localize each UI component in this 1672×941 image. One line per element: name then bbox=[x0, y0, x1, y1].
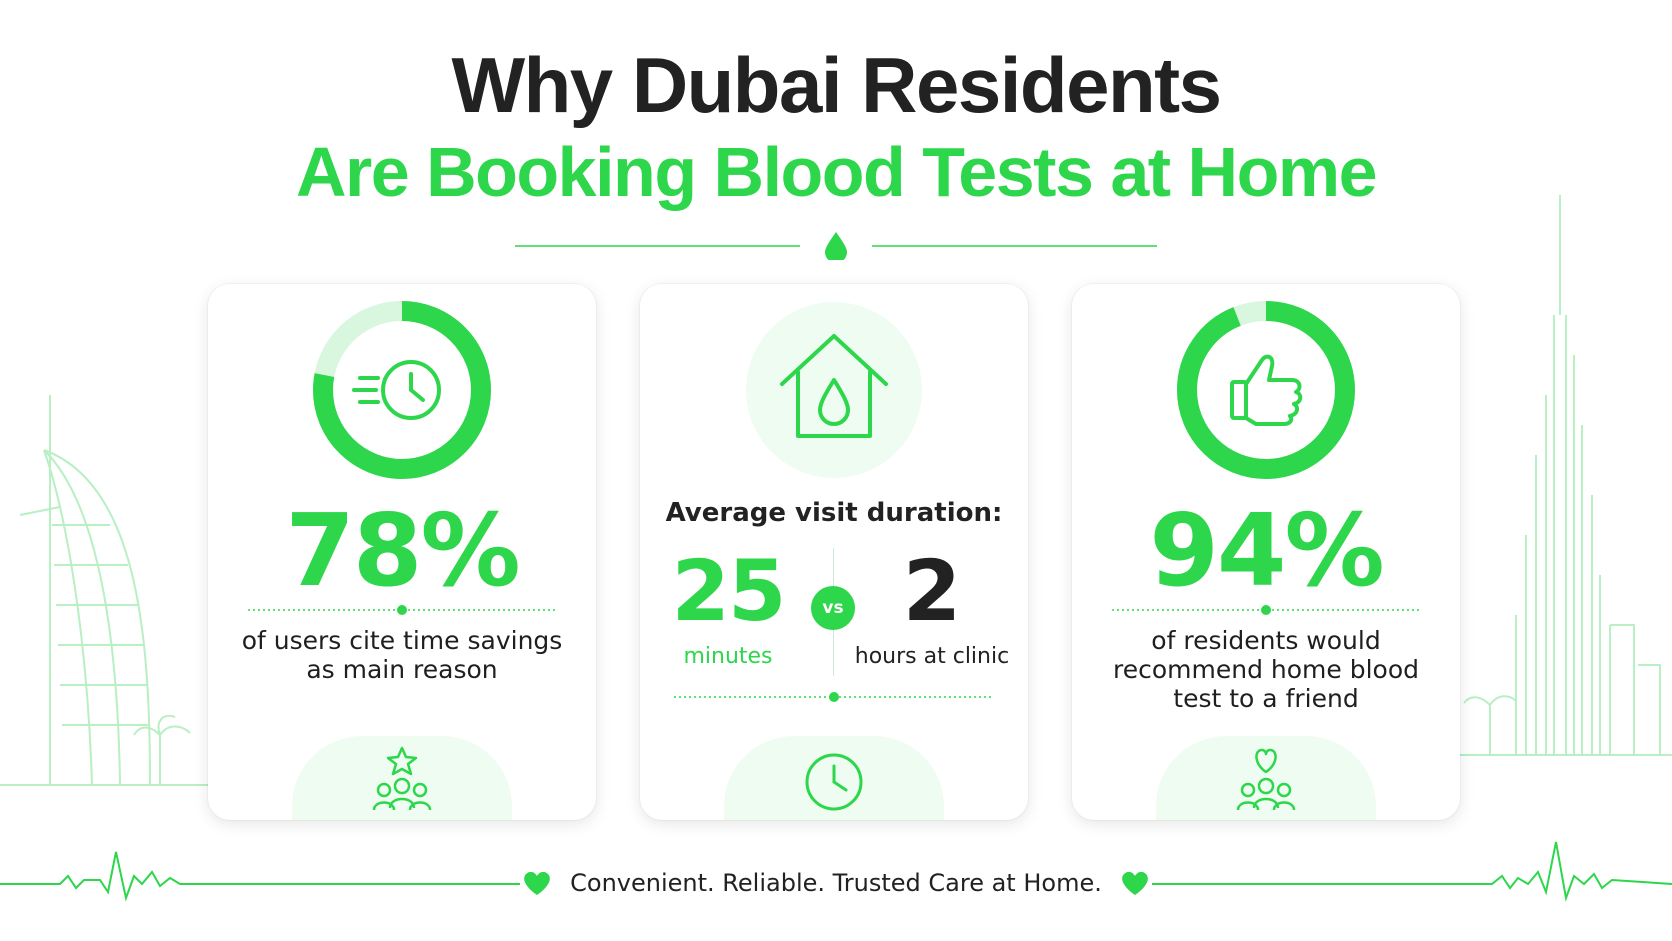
page-subtitle: Are Booking Blood Tests at Home bbox=[295, 133, 1378, 211]
home-visit-unit: minutes bbox=[683, 644, 773, 669]
stat-card-time-savings: 78% of users cite time savings as main r… bbox=[208, 284, 596, 820]
stat-card-visit-duration: Average visit duration: 25 minutes vs 2 … bbox=[640, 284, 1028, 820]
star-people-icon bbox=[372, 746, 432, 811]
page-title: Why Dubai Residents bbox=[451, 41, 1222, 129]
dotted-divider bbox=[674, 692, 994, 702]
house-icon-badge bbox=[746, 302, 922, 478]
heart-icon bbox=[524, 871, 551, 895]
burj-al-arab-illustration bbox=[0, 395, 210, 786]
progress-ring bbox=[313, 301, 491, 479]
stat-caption: of residents would recommend home blood … bbox=[1113, 626, 1419, 713]
tagline-text: Convenient. Reliable. Trusted Care at Ho… bbox=[570, 869, 1102, 897]
clinic-visit-unit: hours at clinic bbox=[854, 644, 1010, 669]
stat-caption: of users cite time savings as main reaso… bbox=[241, 626, 563, 684]
title-divider bbox=[515, 232, 1157, 260]
home-visit-value: 25 bbox=[671, 542, 787, 640]
title-block: Why Dubai Residents Are Booking Blood Te… bbox=[0, 40, 1672, 214]
dotted-divider bbox=[1112, 605, 1420, 615]
visit-duration-label: Average visit duration: bbox=[665, 498, 1003, 528]
burj-khalifa-illustration bbox=[1460, 195, 1672, 756]
clock-icon bbox=[805, 753, 863, 811]
vs-badge: vs bbox=[811, 586, 855, 630]
stat-value: 78% bbox=[285, 492, 520, 609]
dotted-divider bbox=[248, 605, 556, 615]
fast-clock-icon bbox=[352, 360, 441, 420]
blood-drop-icon bbox=[825, 232, 847, 260]
progress-ring bbox=[1177, 301, 1355, 479]
heart-people-icon bbox=[1236, 748, 1296, 811]
clinic-visit-value: 2 bbox=[902, 542, 962, 640]
stat-card-recommend: 94% of residents would recommend home bl… bbox=[1072, 284, 1460, 820]
stat-value: 94% bbox=[1149, 492, 1384, 609]
house-blood-drop-icon bbox=[780, 334, 888, 438]
heart-icon bbox=[1121, 871, 1148, 895]
heartbeat-line-icon bbox=[1152, 841, 1672, 902]
heartbeat-line-icon bbox=[0, 851, 520, 902]
tagline: Convenient. Reliable. Trusted Care at Ho… bbox=[0, 866, 1672, 900]
thumbs-up-icon bbox=[1230, 354, 1303, 426]
